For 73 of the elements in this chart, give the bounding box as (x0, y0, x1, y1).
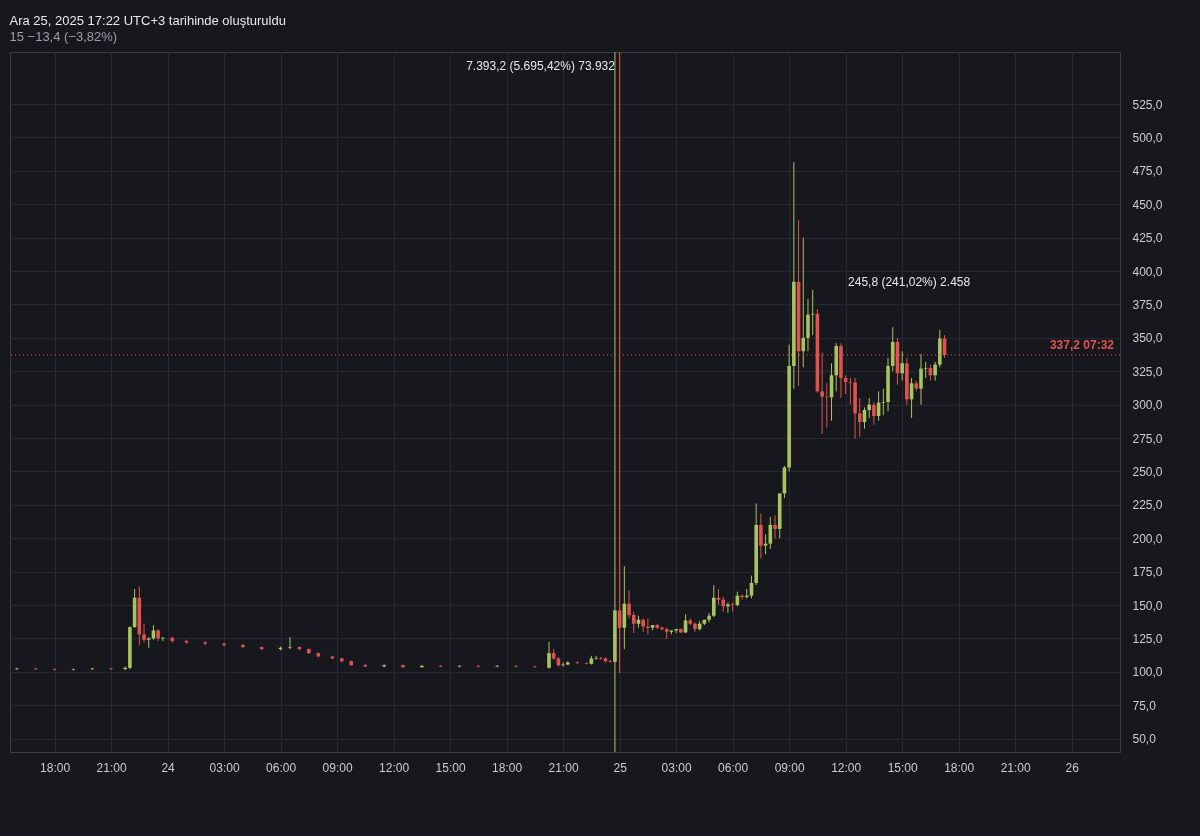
candlestick (881, 388, 886, 416)
y-tick-label: 100,0 (1132, 665, 1163, 680)
y-tick-label: 300,0 (1132, 398, 1163, 413)
candlestick (547, 641, 551, 670)
candlestick (759, 513, 763, 559)
x-tick-label: 25 (613, 760, 628, 775)
candlestick (801, 237, 806, 368)
candlestick (646, 617, 650, 635)
x-tick-label: 06:00 (718, 760, 749, 775)
candlestick (627, 589, 631, 619)
candlestick (584, 662, 589, 665)
y-tick-label: 225,0 (1132, 498, 1163, 513)
candlestick (923, 361, 928, 379)
x-tick-label: 15:00 (435, 760, 466, 775)
x-tick-label: 12:00 (379, 760, 410, 775)
candlestick (810, 289, 815, 336)
x-tick-label: 21:00 (96, 760, 127, 775)
candlestick (857, 397, 862, 438)
chart-title: Ara 25, 2025 17:22 UTC+3 tarihinde oluşturuldu (9, 13, 286, 28)
candlestick (142, 623, 146, 643)
x-tick-label: 03:00 (661, 760, 692, 775)
candlestick (613, 52, 617, 752)
candlestick (631, 611, 636, 634)
y-tick-label: 500,0 (1132, 131, 1163, 145)
x-tick-label: 09:00 (774, 760, 805, 775)
candlestick (933, 361, 937, 382)
candlestick (288, 636, 292, 650)
x-tick-label: 18:00 (944, 760, 975, 775)
candlestick (867, 397, 871, 419)
candlestick (900, 350, 904, 382)
x-tick-label: 03:00 (209, 760, 240, 775)
x-tick-label: 24 (161, 760, 176, 775)
candlestick (693, 621, 697, 633)
candlestick (919, 353, 923, 406)
x-tick-label: 09:00 (322, 760, 353, 775)
candlestick (773, 515, 777, 539)
y-tick-label: 325,0 (1132, 364, 1163, 379)
annotation: 7.393,2 (5.695,42%) 73.932 (466, 59, 616, 73)
x-tick-label: 26 (1065, 760, 1080, 775)
y-tick-label: 525,0 (1132, 97, 1163, 112)
x-tick-label: 12:00 (831, 760, 862, 775)
annotation: 245,8 (241,02%) 2.458 (848, 275, 971, 289)
candlestick (712, 584, 716, 618)
y-tick-label: 425,0 (1132, 231, 1163, 246)
y-tick-label: 200,0 (1132, 531, 1163, 546)
candlestick (707, 612, 711, 623)
y-tick-label: 275,0 (1132, 431, 1163, 446)
candlestick (848, 377, 853, 406)
x-tick-label: 06:00 (266, 760, 297, 775)
y-tick-label: 125,0 (1132, 631, 1163, 646)
y-tick-label: 400,0 (1132, 264, 1163, 279)
x-tick-label: 15:00 (887, 760, 918, 775)
candlestick (730, 601, 735, 613)
candlestick (514, 664, 518, 668)
x-tick-label: 18:00 (40, 760, 71, 775)
ref-line-label: 337,2 07:32 (1049, 337, 1115, 352)
x-tick-label: 18:00 (492, 760, 523, 775)
y-tick-label: 150,0 (1132, 598, 1163, 613)
y-tick-label: 50,0 (1132, 732, 1157, 747)
y-tick-label: 175,0 (1132, 565, 1163, 580)
y-tick-label: 350,0 (1132, 331, 1163, 346)
y-tick-label: 450,0 (1132, 197, 1163, 212)
candlestick (806, 298, 810, 352)
x-tick-label: 21:00 (548, 760, 579, 775)
candlestick (726, 601, 730, 614)
y-tick-label: 250,0 (1132, 464, 1163, 479)
candlestick (872, 401, 876, 426)
chart-subtitle: 15 −13,4 (−3,82%) (9, 29, 118, 44)
x-tick-label: 21:00 (1000, 760, 1032, 775)
y-tick-label: 75,0 (1132, 698, 1157, 713)
candlestick (241, 643, 245, 649)
y-tick-label: 475,0 (1132, 164, 1163, 179)
y-tick-label: 375,0 (1132, 297, 1163, 312)
